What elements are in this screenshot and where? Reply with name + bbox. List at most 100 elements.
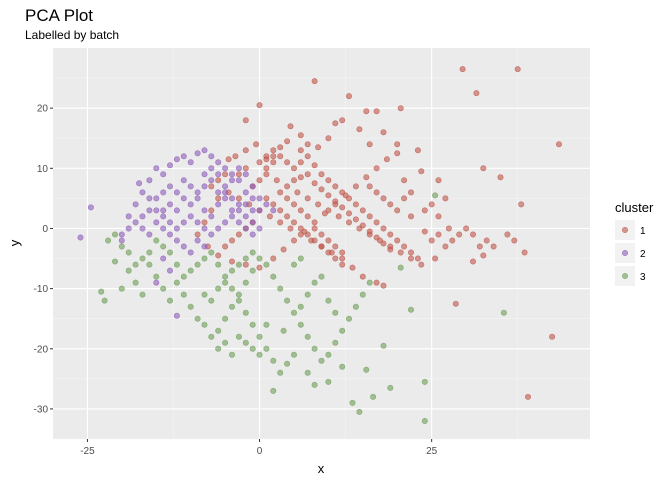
data-point-cluster-1 bbox=[497, 174, 504, 181]
data-point-cluster-3 bbox=[387, 384, 394, 391]
data-point-cluster-1 bbox=[555, 141, 562, 148]
data-point-cluster-1 bbox=[432, 255, 439, 262]
data-point-cluster-3 bbox=[160, 243, 167, 250]
data-point-cluster-2 bbox=[160, 255, 167, 262]
data-point-cluster-3 bbox=[215, 327, 222, 334]
data-point-cluster-1 bbox=[469, 231, 476, 238]
data-point-cluster-2 bbox=[249, 183, 256, 190]
data-point-cluster-1 bbox=[373, 219, 380, 226]
data-point-cluster-3 bbox=[325, 351, 332, 358]
data-point-cluster-3 bbox=[208, 297, 215, 304]
data-point-cluster-2 bbox=[201, 225, 208, 232]
y-tick-label: 20 bbox=[37, 104, 49, 115]
data-point-cluster-3 bbox=[290, 351, 297, 358]
data-point-cluster-1 bbox=[215, 252, 222, 259]
data-point-cluster-1 bbox=[339, 117, 346, 124]
data-point-cluster-1 bbox=[339, 261, 346, 268]
data-point-cluster-2 bbox=[160, 171, 167, 178]
data-point-cluster-2 bbox=[215, 225, 222, 232]
data-point-cluster-2 bbox=[167, 183, 174, 190]
data-point-cluster-1 bbox=[284, 213, 291, 220]
data-point-cluster-1 bbox=[332, 120, 339, 127]
data-point-cluster-1 bbox=[290, 219, 297, 226]
data-point-cluster-1 bbox=[480, 165, 487, 172]
data-point-cluster-1 bbox=[394, 141, 401, 148]
chart-title: PCA Plot bbox=[25, 6, 93, 25]
data-point-cluster-1 bbox=[253, 141, 260, 148]
data-point-cluster-1 bbox=[332, 198, 339, 205]
data-point-cluster-1 bbox=[229, 258, 236, 265]
data-point-cluster-3 bbox=[201, 291, 208, 298]
data-point-cluster-1 bbox=[256, 177, 263, 184]
data-point-cluster-3 bbox=[125, 249, 132, 256]
data-point-cluster-1 bbox=[418, 168, 425, 175]
data-point-cluster-3 bbox=[167, 249, 174, 256]
data-point-cluster-1 bbox=[442, 243, 449, 250]
data-point-cluster-1 bbox=[359, 222, 366, 229]
data-point-cluster-2 bbox=[167, 219, 174, 226]
data-point-cluster-3 bbox=[500, 309, 507, 316]
data-point-cluster-3 bbox=[304, 291, 311, 298]
data-point-cluster-2 bbox=[229, 195, 236, 202]
data-point-cluster-1 bbox=[332, 243, 339, 250]
data-point-cluster-1 bbox=[373, 279, 380, 286]
data-point-cluster-2 bbox=[208, 177, 215, 184]
data-point-cluster-1 bbox=[311, 78, 318, 85]
data-point-cluster-1 bbox=[290, 237, 297, 244]
data-point-cluster-2 bbox=[167, 162, 174, 169]
data-point-cluster-2 bbox=[173, 225, 180, 232]
data-point-cluster-1 bbox=[456, 231, 463, 238]
data-point-cluster-1 bbox=[442, 195, 449, 202]
data-point-cluster-3 bbox=[256, 255, 263, 262]
data-point-cluster-1 bbox=[366, 183, 373, 190]
data-point-cluster-1 bbox=[435, 177, 442, 184]
data-point-cluster-1 bbox=[242, 117, 249, 124]
data-point-cluster-2 bbox=[249, 231, 256, 238]
data-point-cluster-3 bbox=[280, 327, 287, 334]
data-point-cluster-1 bbox=[397, 105, 404, 112]
data-point-cluster-1 bbox=[304, 141, 311, 148]
data-point-cluster-3 bbox=[229, 285, 236, 292]
data-point-cluster-1 bbox=[518, 201, 525, 208]
data-point-cluster-2 bbox=[242, 201, 249, 208]
data-point-cluster-1 bbox=[311, 219, 318, 226]
data-point-cluster-1 bbox=[277, 144, 284, 151]
data-point-cluster-1 bbox=[263, 153, 270, 160]
data-point-cluster-2 bbox=[153, 195, 160, 202]
data-point-cluster-3 bbox=[160, 285, 167, 292]
data-point-cluster-1 bbox=[335, 213, 342, 220]
data-point-cluster-1 bbox=[359, 207, 366, 214]
data-point-cluster-1 bbox=[235, 171, 242, 178]
data-point-cluster-3 bbox=[332, 309, 339, 316]
data-point-cluster-3 bbox=[222, 273, 229, 280]
data-point-cluster-3 bbox=[325, 297, 332, 304]
data-point-cluster-1 bbox=[401, 195, 408, 202]
data-point-cluster-2 bbox=[153, 207, 160, 214]
data-point-cluster-3 bbox=[263, 321, 270, 328]
data-point-cluster-3 bbox=[339, 327, 346, 334]
data-point-cluster-3 bbox=[187, 303, 194, 310]
data-point-cluster-2 bbox=[180, 195, 187, 202]
data-point-cluster-1 bbox=[380, 282, 387, 289]
data-point-cluster-3 bbox=[180, 273, 187, 280]
data-point-cluster-2 bbox=[201, 207, 208, 214]
data-point-cluster-1 bbox=[270, 147, 277, 154]
data-point-cluster-3 bbox=[270, 387, 277, 394]
data-point-cluster-1 bbox=[476, 243, 483, 250]
data-point-cluster-3 bbox=[339, 363, 346, 370]
data-point-cluster-3 bbox=[222, 339, 229, 346]
data-point-cluster-2 bbox=[167, 201, 174, 208]
minor-gridlines bbox=[53, 48, 590, 440]
data-point-cluster-2 bbox=[194, 237, 201, 244]
data-point-cluster-3 bbox=[366, 279, 373, 286]
data-point-cluster-1 bbox=[225, 156, 232, 163]
data-point-cluster-1 bbox=[256, 159, 263, 166]
data-point-cluster-1 bbox=[235, 231, 242, 238]
data-point-cluster-3 bbox=[432, 192, 439, 199]
data-point-cluster-3 bbox=[229, 351, 236, 358]
x-tick-label: 25 bbox=[426, 446, 438, 457]
data-point-cluster-3 bbox=[270, 273, 277, 280]
data-point-cluster-3 bbox=[173, 261, 180, 268]
data-point-cluster-3 bbox=[194, 315, 201, 322]
data-point-cluster-3 bbox=[407, 306, 414, 313]
